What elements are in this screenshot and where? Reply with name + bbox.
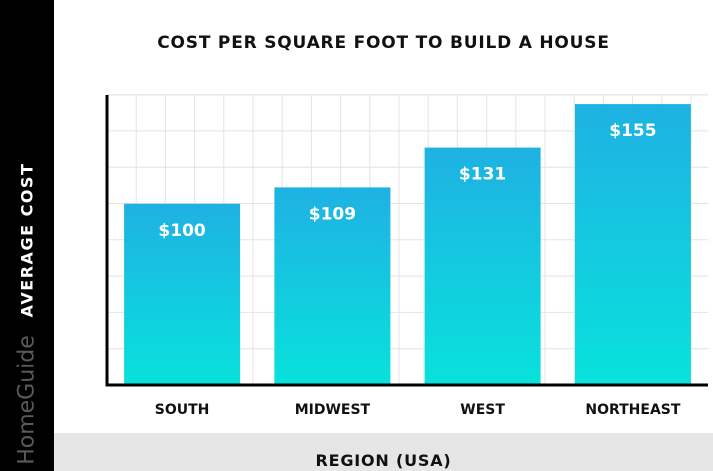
- bars-group: $100 $109 $131 $155: [124, 104, 691, 386]
- x-tick-midwest: MIDWEST: [295, 402, 371, 418]
- axes-group: [105, 95, 708, 387]
- x-tick-south: SOUTH: [155, 402, 210, 418]
- data-label-west: $131: [459, 165, 506, 185]
- x-axis-footer: REGION (USA): [54, 433, 713, 471]
- bar-midwest: [274, 187, 391, 385]
- y-axis-sidebar: AVERAGE COST HomeGuide: [0, 0, 54, 471]
- bar-west: [424, 147, 541, 385]
- x-axis-label: REGION (USA): [315, 451, 452, 470]
- data-label-midwest: $109: [309, 204, 356, 224]
- x-tick-west: WEST: [460, 402, 505, 418]
- data-label-south: $100: [158, 221, 205, 241]
- bar-south: [124, 203, 241, 386]
- x-tick-northeast: NORTHEAST: [585, 402, 681, 418]
- bar-northeast: [574, 104, 691, 385]
- chart-title: COST PER SQUARE FOOT TO BUILD A HOUSE: [157, 33, 610, 53]
- tick-labels-group: SOUTH MIDWEST WEST NORTHEAST: [155, 402, 681, 418]
- data-label-northeast: $155: [609, 121, 656, 141]
